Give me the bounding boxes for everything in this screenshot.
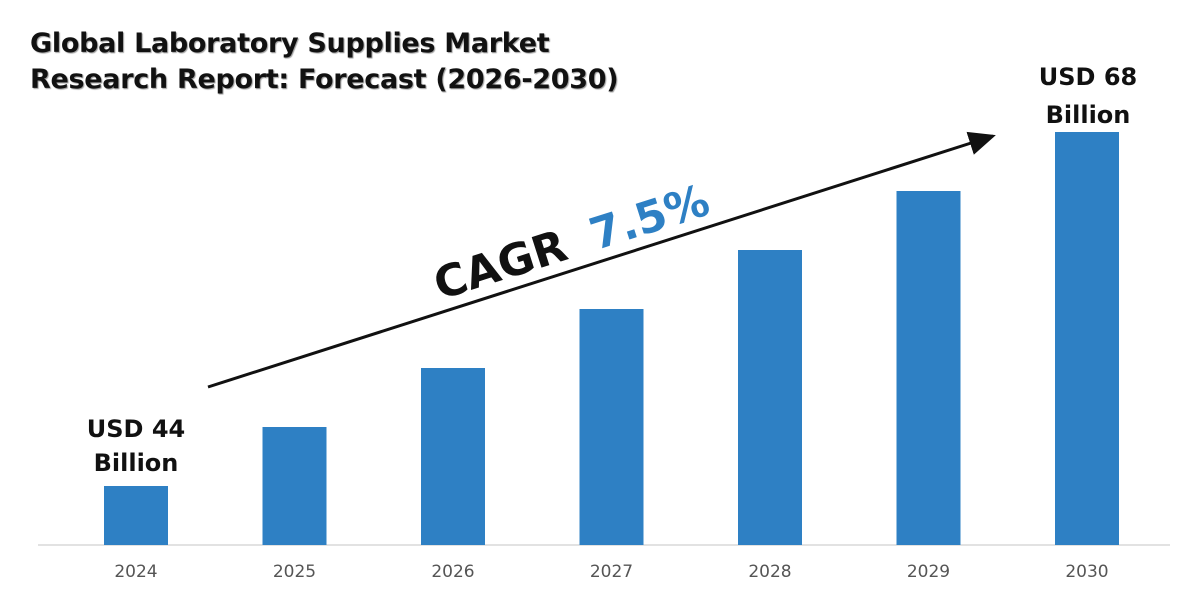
x-tick-label: 2024 xyxy=(114,562,157,582)
start-value-label-2: Billion xyxy=(94,449,179,477)
x-tick-label: 2029 xyxy=(907,562,950,582)
start-value-label-1: USD 44 xyxy=(87,415,185,443)
x-tick-label: 2028 xyxy=(748,562,791,582)
bar-2028 xyxy=(738,250,802,545)
end-value-label-1: USD 68 xyxy=(1039,63,1137,91)
cagr-value: 7.5% xyxy=(584,175,716,261)
x-tick-label: 2026 xyxy=(431,562,474,582)
x-tick-label: 2025 xyxy=(273,562,316,582)
bar-2024 xyxy=(104,486,168,545)
cagr-annotation: CAGR 7.5% xyxy=(428,175,716,310)
title-line-2: Research Report: Forecast (2026-2030) xyxy=(30,64,619,95)
x-tick-label: 2027 xyxy=(590,562,633,582)
x-tick-label: 2030 xyxy=(1065,562,1108,582)
end-value-label-2: Billion xyxy=(1046,101,1131,129)
title-line-1: Global Laboratory Supplies Market xyxy=(30,28,550,59)
bar-2026 xyxy=(421,368,485,545)
bar-2029 xyxy=(896,191,961,545)
growth-arrow xyxy=(207,131,996,389)
bar-2030 xyxy=(1055,132,1119,545)
cagr-label: CAGR xyxy=(428,220,573,310)
chart-title: Global Laboratory Supplies Market Resear… xyxy=(30,26,619,98)
bar-2025 xyxy=(262,427,327,545)
bar-2027 xyxy=(579,309,644,545)
